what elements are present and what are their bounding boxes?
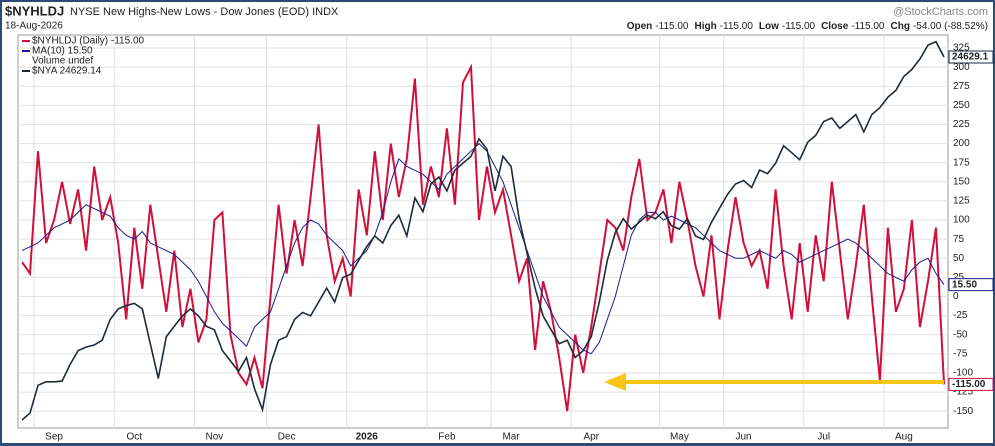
quote-value: -115.00: [720, 21, 754, 32]
plot-border: [17, 34, 949, 429]
quote-value: -115.00: [655, 21, 689, 32]
watermark: @StockCharts.com: [893, 6, 988, 18]
legend-label: MA(10) 15.50: [32, 46, 93, 57]
y-tick-label: -25: [953, 310, 968, 321]
x-tick-label: Mar: [502, 432, 520, 443]
y-tick-label: 100: [953, 215, 970, 226]
quote: Open -115.00 High -115.00 Low -115.00 Close -11…: [627, 21, 988, 32]
x-tick-label: Dec: [278, 432, 296, 443]
y-tick-label: 300: [953, 62, 970, 73]
annotation-arrowhead: [604, 373, 626, 391]
y-tick-label: 0: [953, 291, 959, 302]
y-tick-label: 250: [953, 100, 970, 111]
last-value-label: 15.50: [952, 279, 977, 290]
legend-label: $NYHLDJ (Daily) -115.00: [32, 36, 145, 47]
x-tick-label: Feb: [438, 432, 456, 443]
y-tick-label: 225: [953, 119, 970, 130]
quote-label: Low: [759, 21, 779, 32]
last-value-label: -115.00: [952, 379, 986, 390]
x-tick-label: Jun: [735, 432, 751, 443]
quote-value: -115.00: [851, 21, 885, 32]
last-value-tag: [948, 50, 994, 64]
y-tick-label: 325: [953, 43, 970, 54]
x-tick-label: Jul: [817, 432, 830, 443]
y-tick-label: 150: [953, 176, 970, 187]
series-line: [21, 142, 945, 355]
last-value-tag: [948, 377, 994, 391]
x-tick-label: Sep: [45, 432, 63, 443]
legend-label: Volume undef: [32, 56, 93, 67]
quote-label: Chg: [891, 21, 910, 32]
last-value-label: 24629.1: [952, 52, 989, 63]
y-tick-label: 175: [953, 157, 970, 168]
legend-label: $NYA 24629.14: [32, 66, 102, 77]
quote-value: -115.00: [782, 21, 816, 32]
x-tick-label: May: [670, 432, 689, 443]
y-tick-label: -150: [953, 406, 973, 417]
quote-label: Open: [627, 21, 653, 32]
x-tick-label: Nov: [206, 432, 224, 443]
date: 18-Aug-2026: [5, 21, 63, 32]
y-tick-label: 125: [953, 196, 970, 207]
series-line: [21, 63, 945, 412]
symbol: $NYHLDJ: [5, 3, 64, 18]
y-tick-label: 275: [953, 81, 970, 92]
y-tick-label: 25: [953, 272, 965, 283]
x-tick-label: 2026: [356, 432, 379, 443]
quote-label: Close: [821, 21, 849, 32]
quote-value: -54.00 (-88.52%): [913, 21, 988, 32]
x-tick-label: Apr: [583, 432, 599, 443]
last-value-tag: [948, 278, 994, 292]
series-line: [21, 40, 945, 421]
y-tick-label: -100: [953, 368, 973, 379]
y-tick-label: 200: [953, 138, 970, 149]
y-tick-label: -50: [953, 329, 968, 340]
y-tick-label: 50: [953, 253, 965, 264]
y-tick-label: -75: [953, 348, 968, 359]
x-tick-label: Aug: [895, 432, 913, 443]
y-tick-label: 75: [953, 234, 965, 245]
quote-label: High: [694, 21, 716, 32]
x-tick-label: Oct: [126, 432, 142, 443]
y-tick-label: -125: [953, 387, 973, 398]
title: NYSE New Highs-New Lows - Dow Jones (EOD…: [70, 6, 339, 18]
